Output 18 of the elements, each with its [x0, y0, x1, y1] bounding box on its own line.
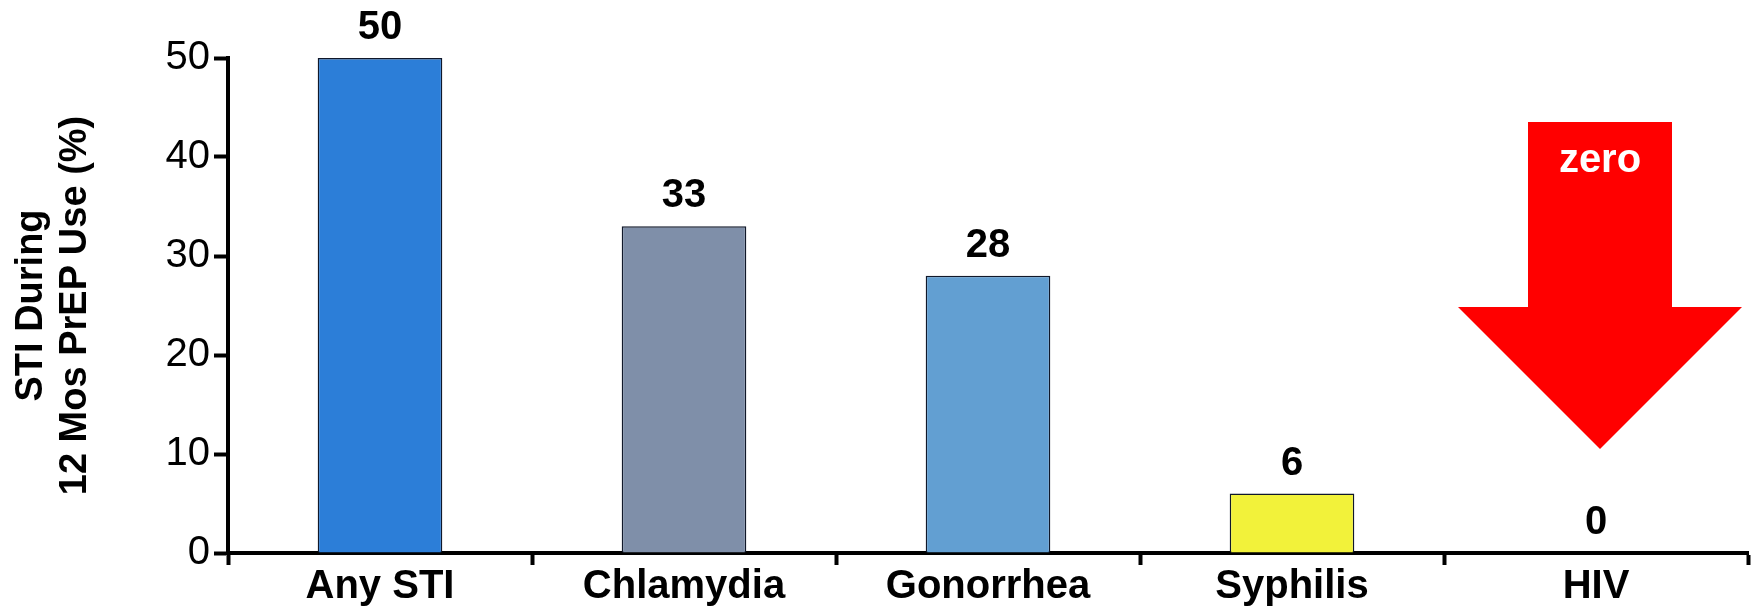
- data-label: 28: [965, 220, 1011, 265]
- data-label: 0: [1584, 498, 1608, 542]
- y-tick-label: 40: [165, 132, 210, 177]
- y-tick-label: 50: [165, 33, 210, 78]
- x-tick-label: Chlamydia: [582, 562, 786, 607]
- y-axis-title: STI During 12 Mos PrEP Use (%): [8, 115, 95, 496]
- x-tick-label: Any STI: [305, 562, 455, 607]
- y-tick-label: 0: [187, 528, 210, 573]
- annotation: zero: [1558, 136, 1642, 180]
- x-tick-label: Gonorrhea: [885, 562, 1091, 607]
- data-label: 50: [357, 3, 403, 47]
- data-label: 33: [661, 171, 707, 216]
- x-tick-label: HIV: [1562, 562, 1630, 607]
- data-label: 6: [1280, 438, 1304, 483]
- y-tick-label: 10: [165, 429, 210, 474]
- y-tick-label: 20: [165, 330, 210, 375]
- x-tick-label: Syphilis: [1215, 562, 1369, 607]
- y-tick-label: 30: [165, 231, 210, 276]
